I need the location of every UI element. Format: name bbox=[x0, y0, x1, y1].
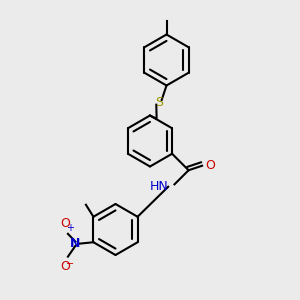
Text: +: + bbox=[66, 223, 74, 233]
Text: O: O bbox=[60, 217, 70, 230]
Text: O: O bbox=[60, 260, 70, 273]
Text: HN: HN bbox=[150, 180, 169, 193]
Text: −: − bbox=[66, 259, 74, 269]
Text: N: N bbox=[70, 237, 81, 250]
Text: S: S bbox=[155, 95, 163, 109]
Text: O: O bbox=[206, 159, 216, 172]
